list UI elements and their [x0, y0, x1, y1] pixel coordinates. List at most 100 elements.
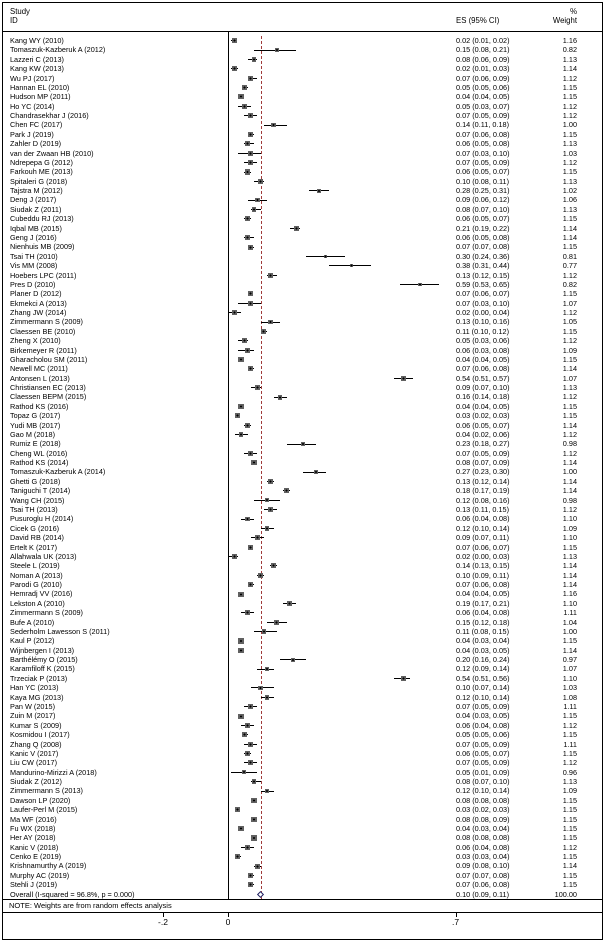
effect-marker	[238, 357, 244, 363]
es-value: 0.03 (0.02, 0.03)	[456, 805, 510, 815]
es-value: 0.05 (0.05, 0.06)	[456, 82, 510, 92]
study-row: Wu PJ (2017) 0.07 (0.06, 0.09) 1.12	[0, 74, 605, 83]
weight-value: 1.10	[562, 673, 577, 683]
study-label: Yudi MB (2017)	[10, 420, 61, 430]
weight-value: 1.10	[562, 598, 577, 608]
es-value: 0.11 (0.08, 0.15)	[456, 626, 510, 636]
study-row: Steele L (2019) 0.14 (0.13, 0.15) 1.14	[0, 561, 605, 570]
effect-marker	[349, 264, 354, 268]
study-row: Karamfiloff K (2015) 0.12 (0.09, 0.14) 1.0…	[0, 664, 605, 673]
es-value: 0.12 (0.10, 0.14)	[456, 692, 510, 702]
study-row: Tsai TH (2010) 0.30 (0.24, 0.36) 0.81	[0, 252, 605, 261]
study-label: Christiansen EC (2013)	[10, 383, 86, 393]
effect-marker	[248, 582, 254, 588]
study-label: Karamfiloff K (2015)	[10, 664, 75, 674]
weight-value: 1.12	[562, 392, 577, 402]
es-value: 0.08 (0.08, 0.08)	[456, 795, 510, 805]
study-label: Kang KW (2013)	[10, 64, 64, 74]
es-value: 0.04 (0.02, 0.06)	[456, 429, 510, 439]
study-label: Wu PJ (2017)	[10, 73, 55, 83]
es-value: 0.07 (0.06, 0.07)	[456, 289, 510, 299]
es-value: 0.06 (0.04, 0.08)	[456, 842, 510, 852]
effect-marker	[242, 770, 247, 775]
effect-marker	[232, 310, 237, 316]
study-row: Ekmekci A (2013) 0.07 (0.03, 0.10) 1.07	[0, 299, 605, 308]
effect-marker	[300, 441, 305, 447]
weight-value: 1.14	[562, 458, 577, 468]
weight-value: 1.12	[562, 758, 577, 768]
study-row: Stehli J (2019) 0.07 (0.06, 0.08) 1.15	[0, 880, 605, 889]
study-label: Zhang Q (2008)	[10, 739, 62, 749]
study-row: Christiansen EC (2013) 0.09 (0.07, 0.10) 1…	[0, 383, 605, 392]
weight-value: 1.12	[562, 505, 577, 514]
weight-value: 1.09	[562, 345, 577, 355]
es-value: 0.30 (0.24, 0.36)	[456, 251, 510, 261]
effect-marker	[248, 150, 253, 156]
es-value: 0.02 (0.00, 0.04)	[456, 308, 510, 318]
study-row: Allahwala UK (2013) 0.02 (0.00, 0.03) 1.13	[0, 552, 605, 561]
study-label: Farkouh ME (2013)	[10, 167, 73, 177]
study-row: Krishnamurthy A (2019) 0.09 (0.08, 0.10) 1…	[0, 861, 605, 870]
effect-marker	[248, 882, 254, 888]
es-value: 0.08 (0.07, 0.10)	[456, 777, 510, 787]
weight-value: 1.15	[562, 82, 577, 92]
study-row: Fu WX (2018) 0.04 (0.03, 0.04) 1.15	[0, 824, 605, 833]
es-value: 0.08 (0.07, 0.10)	[456, 204, 510, 214]
study-row: Rathod KS (2016) 0.04 (0.04, 0.05) 1.15	[0, 402, 605, 411]
weight-value: 1.12	[562, 429, 577, 439]
es-value: 0.04 (0.03, 0.04)	[456, 823, 510, 833]
study-row: Pan W (2015) 0.07 (0.05, 0.09) 1.11	[0, 702, 605, 711]
effect-marker	[258, 685, 263, 691]
effect-marker	[401, 676, 406, 681]
es-value: 0.12 (0.08, 0.16)	[456, 495, 510, 505]
effect-marker	[254, 197, 260, 203]
study-label: Tsai TH (2013)	[10, 505, 58, 514]
weight-value: 1.11	[563, 701, 577, 711]
study-label: Topaz G (2017)	[10, 411, 61, 421]
study-label: Chen FC (2017)	[10, 120, 63, 130]
study-row: Ndrepepa G (2012) 0.07 (0.05, 0.09) 1.12	[0, 158, 605, 167]
study-row: Yudi MB (2017) 0.06 (0.05, 0.07) 1.14	[0, 421, 605, 430]
study-label: Tajstra M (2012)	[10, 186, 63, 196]
es-value: 0.07 (0.03, 0.10)	[456, 148, 510, 158]
study-row: Ertelt K (2017) 0.07 (0.06, 0.07) 1.15	[0, 543, 605, 552]
weight-value: 1.14	[562, 223, 577, 233]
es-value: 0.06 (0.05, 0.08)	[456, 139, 510, 149]
study-label: Siudak Z (2011)	[10, 204, 62, 214]
effect-marker	[235, 807, 241, 813]
effect-marker	[267, 272, 273, 278]
study-row: Pres D (2010) 0.59 (0.53, 0.65) 0.82	[0, 280, 605, 289]
weight-value: 0.98	[562, 439, 577, 449]
es-value: 0.05 (0.05, 0.06)	[456, 730, 510, 740]
study-row: Ghetti G (2018) 0.13 (0.12, 0.14) 1.14	[0, 477, 605, 486]
study-row: Noman A (2013) 0.10 (0.09, 0.11) 1.14	[0, 571, 605, 580]
weight-value: 1.15	[562, 289, 577, 299]
study-label: Claessen BEPM (2015)	[10, 392, 87, 402]
es-value: 0.06 (0.05, 0.07)	[456, 420, 510, 430]
effect-marker	[283, 488, 289, 494]
weight-value: 1.12	[562, 448, 577, 458]
weight-value: 1.12	[562, 157, 577, 167]
study-label: Park J (2019)	[10, 129, 54, 139]
es-value: 0.07 (0.06, 0.08)	[456, 880, 510, 890]
x-axis-line	[3, 912, 602, 913]
effect-marker	[248, 544, 254, 550]
es-value: 0.10 (0.09, 0.11)	[456, 889, 510, 899]
study-label: Dawson LP (2020)	[10, 795, 71, 805]
weight-value: 1.07	[562, 373, 577, 383]
es-value: 0.03 (0.03, 0.04)	[456, 852, 510, 862]
study-row: Claessen BEPM (2015) 0.16 (0.14, 0.18) 1.1…	[0, 392, 605, 401]
study-row: Tomaszuk-Kazberuk A (2014) 0.27 (0.23, 0.…	[0, 467, 605, 476]
weight-value: 1.15	[562, 805, 577, 815]
study-row: Gao M (2018) 0.04 (0.02, 0.06) 1.12	[0, 430, 605, 439]
study-label: Sederholm Lawesson S (2011)	[10, 626, 110, 636]
study-label: Ghetti G (2018)	[10, 476, 61, 486]
study-row: Lekston A (2010) 0.19 (0.17, 0.21) 1.10	[0, 599, 605, 608]
es-value: 0.07 (0.06, 0.08)	[456, 364, 510, 374]
effect-marker	[251, 797, 257, 803]
study-row: Cheng WL (2016) 0.07 (0.05, 0.09) 1.12	[0, 449, 605, 458]
effect-marker	[274, 48, 279, 52]
weight-value: 1.12	[562, 73, 577, 83]
column-header-study: Study ID	[10, 7, 30, 25]
study-row: Lazzeri C (2013) 0.08 (0.06, 0.09) 1.13	[0, 55, 605, 64]
